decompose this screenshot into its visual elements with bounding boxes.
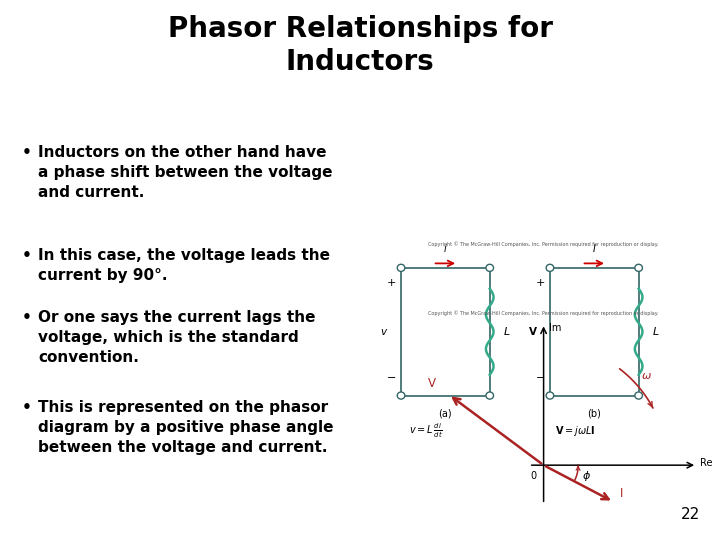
Text: Im: Im	[549, 323, 561, 334]
Text: i: i	[444, 244, 447, 253]
Text: Inductors on the other hand have
a phase shift between the voltage
and current.: Inductors on the other hand have a phase…	[38, 145, 333, 200]
Text: I: I	[593, 244, 595, 253]
Text: •: •	[22, 400, 32, 415]
Text: •: •	[22, 310, 32, 325]
Text: 0: 0	[530, 471, 536, 481]
Text: $\phi$: $\phi$	[582, 469, 591, 483]
Text: $\omega$: $\omega$	[641, 371, 652, 381]
Text: L: L	[504, 327, 510, 337]
Text: Re: Re	[700, 458, 712, 468]
Text: V: V	[528, 327, 536, 337]
Circle shape	[546, 392, 554, 399]
Circle shape	[635, 392, 642, 399]
Text: Copyright © The McGraw-Hill Companies, Inc. Permission required for reproduction: Copyright © The McGraw-Hill Companies, I…	[428, 310, 659, 316]
Text: Or one says the current lags the
voltage, which is the standard
convention.: Or one says the current lags the voltage…	[38, 310, 315, 364]
Circle shape	[397, 264, 405, 272]
Text: V: V	[428, 377, 436, 390]
Circle shape	[486, 392, 493, 399]
Circle shape	[397, 392, 405, 399]
Circle shape	[635, 264, 642, 272]
Text: (b): (b)	[588, 408, 601, 418]
Text: $\mathbf{V} = j\omega L\mathbf{I}$: $\mathbf{V} = j\omega L\mathbf{I}$	[555, 424, 595, 438]
Text: v: v	[381, 327, 387, 337]
Text: Copyright © The McGraw-Hill Companies, Inc. Permission required for reproduction: Copyright © The McGraw-Hill Companies, I…	[428, 241, 659, 247]
Text: L: L	[653, 327, 660, 337]
Circle shape	[546, 264, 554, 272]
Text: 22: 22	[680, 507, 700, 522]
Text: +: +	[387, 278, 396, 288]
Text: −: −	[536, 373, 545, 383]
Text: •: •	[22, 248, 32, 263]
Text: −: −	[387, 373, 396, 383]
Circle shape	[486, 264, 493, 272]
Text: Phasor Relationships for
Inductors: Phasor Relationships for Inductors	[168, 15, 552, 77]
Text: In this case, the voltage leads the
current by 90°.: In this case, the voltage leads the curr…	[38, 248, 330, 283]
Text: $v = L\,\frac{di}{dt}$: $v = L\,\frac{di}{dt}$	[410, 422, 444, 440]
Text: I: I	[619, 487, 623, 500]
Text: (a): (a)	[438, 408, 452, 418]
Text: +: +	[536, 278, 545, 288]
Text: This is represented on the phasor
diagram by a positive phase angle
between the : This is represented on the phasor diagra…	[38, 400, 333, 455]
Text: •: •	[22, 145, 32, 160]
